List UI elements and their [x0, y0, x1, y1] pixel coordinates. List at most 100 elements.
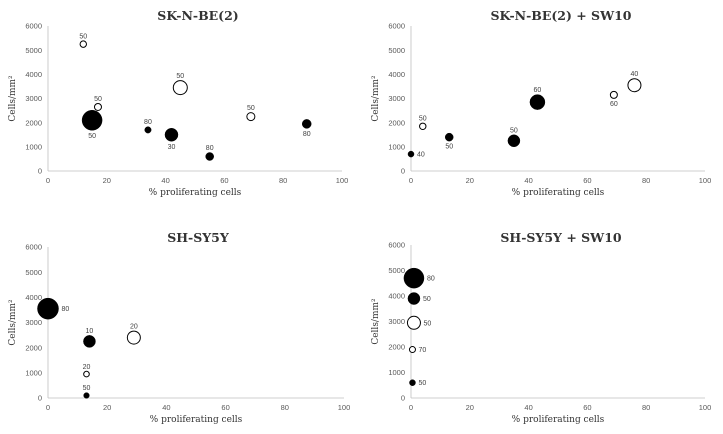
data-point-filled: [83, 335, 96, 348]
x-tick-label: 100: [699, 403, 712, 412]
y-tick-label: 4000: [25, 70, 42, 79]
x-tick-label: 80: [281, 403, 289, 412]
y-tick-label: 6000: [388, 22, 405, 31]
chart-panel-1: SK-N-BE(2) 0 1000 2000 3000 4000 5000 6000 0 20 40…: [8, 8, 348, 198]
data-point-label: 40: [417, 152, 425, 159]
data-point-label: 10: [86, 328, 94, 335]
data-point-filled: [164, 128, 179, 142]
y-tick-label: 4000: [388, 292, 405, 301]
y-tick-label: 2000: [25, 118, 42, 127]
data-point-open: [406, 315, 421, 330]
data-point-label: 20: [130, 324, 138, 331]
y-axis-label: Cells/mm²: [371, 75, 381, 122]
data-point-label: 50: [83, 385, 91, 392]
data-point-filled: [37, 297, 59, 320]
chart-panel-3: SH-SY5Y 0 1000 2000 3000 4000 5000 6000 0 20 40 60 8…: [8, 230, 350, 425]
y-tick-label: 0: [38, 167, 42, 176]
data-point-open: [172, 80, 188, 96]
chart-title: SK-N-BE(2) + SW10: [490, 8, 631, 23]
x-tick-label: 20: [103, 403, 111, 412]
data-point-label: 50: [418, 380, 426, 387]
y-tick-label: 3000: [388, 94, 405, 103]
data-point-label: 80: [62, 306, 70, 313]
x-tick-label: 0: [409, 176, 413, 185]
data-point-label: 50: [176, 73, 184, 80]
x-tick-label: 80: [642, 176, 650, 185]
x-tick-label: 100: [699, 176, 712, 185]
y-tick-label: 6000: [25, 243, 42, 252]
y-tick-label: 1000: [388, 142, 405, 151]
x-axis-label: % proliferating cells: [150, 415, 243, 425]
data-point-open: [246, 112, 256, 122]
x-tick-label: 40: [162, 403, 170, 412]
y-tick-label: 5000: [25, 268, 42, 277]
data-point-filled: [81, 110, 103, 131]
x-tick-label: 80: [642, 403, 650, 412]
x-axis-label: % proliferating cells: [512, 415, 605, 425]
y-tick-label: 6000: [388, 241, 405, 250]
x-tick-label: 60: [583, 403, 591, 412]
data-point-label: 30: [168, 144, 176, 151]
data-point-label: 80: [303, 131, 311, 138]
data-point-open: [419, 122, 427, 130]
y-tick-label: 4000: [388, 70, 405, 79]
chart-title: SH-SY5Y: [167, 230, 230, 245]
data-point-label: 80: [427, 276, 435, 283]
data-point-label: 50: [79, 33, 87, 40]
data-point-label: 60: [534, 87, 542, 94]
data-point-label: 50: [510, 127, 518, 134]
y-tick-label: 5000: [25, 46, 42, 55]
x-tick-label: 20: [103, 176, 111, 185]
data-point-open: [93, 102, 102, 111]
data-point-filled: [403, 267, 425, 289]
y-tick-label: 1000: [25, 368, 42, 377]
data-point-filled: [407, 292, 421, 305]
x-tick-label: 20: [466, 176, 474, 185]
x-tick-label: 40: [524, 176, 532, 185]
chart-panel-2: SK-N-BE(2) + SW1001000200030004000500060…: [371, 8, 711, 198]
data-point-filled: [507, 134, 521, 148]
y-tick-label: 1000: [388, 368, 405, 377]
data-point-filled: [83, 392, 90, 399]
data-point-filled: [144, 126, 152, 134]
data-point-label: 50: [247, 105, 255, 112]
x-tick-label: 0: [46, 176, 50, 185]
data-point-open: [609, 90, 618, 99]
y-tick-label: 0: [401, 394, 405, 403]
data-point-filled: [407, 150, 415, 158]
data-point-label: 50: [94, 96, 102, 103]
data-point-open: [126, 330, 141, 345]
data-point-label: 70: [418, 347, 426, 354]
y-tick-label: 2000: [388, 118, 405, 127]
data-point-open: [408, 346, 416, 354]
y-tick-label: 5000: [388, 46, 405, 55]
data-point-open: [79, 40, 87, 48]
data-point-label: 50: [423, 320, 431, 327]
x-tick-label: 0: [409, 403, 413, 412]
data-point-label: 40: [631, 71, 639, 78]
y-axis-label: Cells/mm²: [371, 298, 381, 345]
x-tick-label: 60: [583, 176, 591, 185]
data-point-label: 50: [88, 133, 96, 140]
data-point-filled: [205, 152, 214, 161]
data-point-filled: [444, 132, 454, 142]
data-point-label: 50: [423, 296, 431, 303]
data-point-label: 80: [144, 119, 152, 126]
x-tick-label: 80: [279, 176, 287, 185]
y-tick-label: 2000: [388, 343, 405, 352]
y-tick-label: 6000: [25, 22, 42, 31]
x-tick-label: 40: [161, 176, 169, 185]
data-point-label: 50: [419, 116, 427, 123]
data-point-filled: [301, 119, 312, 129]
data-point-label: 60: [610, 101, 618, 108]
y-tick-label: 0: [38, 394, 42, 403]
data-point-label: 50: [445, 144, 453, 151]
y-tick-label: 0: [401, 167, 405, 176]
data-point-open: [83, 370, 90, 378]
data-point-open: [627, 78, 642, 93]
y-axis-label: Cells/mm²: [8, 299, 18, 346]
x-tick-label: 60: [221, 403, 229, 412]
y-tick-label: 1000: [25, 142, 42, 151]
x-tick-label: 40: [524, 403, 532, 412]
